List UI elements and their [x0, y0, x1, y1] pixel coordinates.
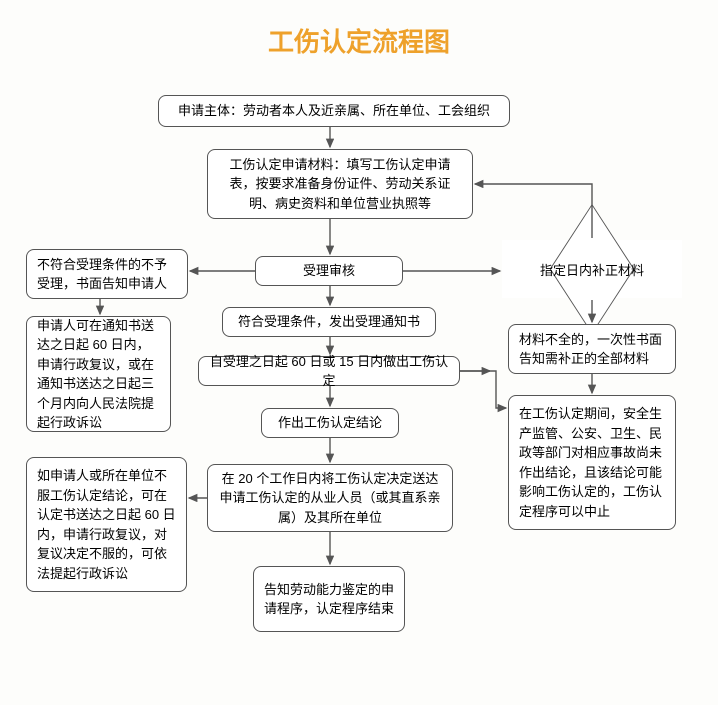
node-text: 自受理之日起 60 日或 15 日内做出工伤认定: [209, 352, 449, 391]
chart-title: 工伤认定流程图: [0, 0, 718, 59]
node-applicant: 申请主体：劳动者本人及近亲属、所在单位、工会组织: [158, 95, 510, 127]
node-days-60-15: 自受理之日起 60 日或 15 日内做出工伤认定: [198, 356, 460, 386]
node-accept-notice: 符合受理条件，发出受理通知书: [222, 307, 436, 337]
node-text: 工伤认定申请材料：填写工伤认定申请表，按要求准备身份证件、劳动关系证明、病史资料…: [218, 155, 462, 214]
node-text: 申请主体：劳动者本人及近亲属、所在单位、工会组织: [178, 101, 490, 121]
node-text: 作出工伤认定结论: [278, 413, 382, 433]
node-incomplete: 材料不全的，一次性书面告知需补正的全部材料: [508, 324, 676, 374]
node-text: 申请人可在通知书送达之日起 60 日内，申请行政复议，或在通知书送达之日起三个月…: [37, 316, 160, 433]
node-conclusion: 作出工伤认定结论: [261, 408, 399, 438]
node-admin-review-2: 如申请人或所在单位不服工伤认定结论，可在认定书送达之日起 60 日内，申请行政复…: [26, 457, 187, 592]
node-admin-review-1: 申请人可在通知书送达之日起 60 日内，申请行政复议，或在通知书送达之日起三个月…: [26, 316, 171, 432]
node-text: 材料不全的，一次性书面告知需补正的全部材料: [519, 330, 665, 369]
node-text: 受理审核: [303, 261, 355, 281]
node-text: 告知劳动能力鉴定的申请程序，认定程序结束: [264, 580, 394, 619]
node-deliver-20days: 在 20 个工作日内将工伤认定决定送达申请工伤认定的从业人员（或其直系亲属）及其…: [207, 464, 453, 532]
node-review: 受理审核: [255, 256, 403, 286]
node-text: 不符合受理条件的不予受理，书面告知申请人: [37, 255, 177, 294]
node-text: 符合受理条件，发出受理通知书: [238, 312, 420, 332]
node-end: 告知劳动能力鉴定的申请程序，认定程序结束: [253, 566, 405, 632]
node-materials: 工伤认定申请材料：填写工伤认定申请表，按要求准备身份证件、劳动关系证明、病史资料…: [207, 149, 473, 219]
node-text: 指定日内补正材料: [540, 260, 644, 279]
node-text: 在工伤认定期间，安全生产监管、公安、卫生、民政等部门对相应事故尚未作出结论，且该…: [519, 404, 665, 521]
node-text: 在 20 个工作日内将工伤认定决定送达申请工伤认定的从业人员（或其直系亲属）及其…: [218, 469, 442, 528]
node-reject: 不符合受理条件的不予受理，书面告知申请人: [26, 249, 188, 299]
node-supplement-diamond: 指定日内补正材料: [502, 240, 682, 298]
node-suspend: 在工伤认定期间，安全生产监管、公安、卫生、民政等部门对相应事故尚未作出结论，且该…: [508, 395, 676, 530]
node-text: 如申请人或所在单位不服工伤认定结论，可在认定书送达之日起 60 日内，申请行政复…: [37, 466, 176, 583]
